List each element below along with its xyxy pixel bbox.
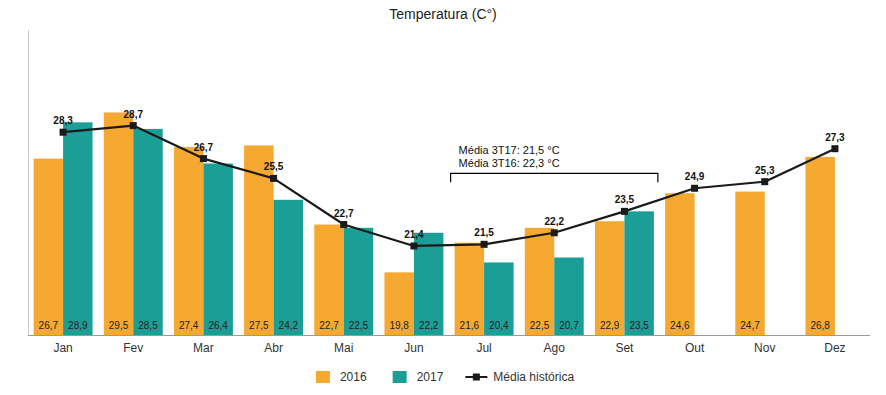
- bar: [314, 225, 343, 335]
- x-tick-label: Fev: [123, 341, 143, 355]
- marker: [270, 175, 277, 182]
- x-tick-label: Nov: [754, 341, 775, 355]
- bar-label: 20,7: [559, 320, 579, 331]
- line-label: 23,5: [615, 194, 635, 205]
- marker: [340, 221, 347, 228]
- marker: [481, 241, 488, 248]
- x-tick-label: Mar: [193, 341, 214, 355]
- bar: [104, 112, 133, 335]
- bar: [484, 262, 513, 335]
- line-label: 22,7: [334, 208, 354, 219]
- legend-label: 2017: [417, 370, 444, 384]
- bar: [384, 272, 413, 335]
- bar: [805, 157, 834, 335]
- x-tick-label: Mai: [334, 341, 353, 355]
- bar-label: 26,8: [810, 320, 830, 331]
- plot-area: [34, 112, 839, 335]
- marker: [551, 229, 558, 236]
- legend-swatch: [316, 371, 330, 383]
- bar-label: 26,7: [39, 320, 59, 331]
- line-label: 26,7: [194, 142, 214, 153]
- line-label: 28,7: [124, 109, 144, 120]
- legend-item: 2017: [393, 370, 444, 384]
- x-axis: [28, 335, 870, 336]
- bar-label: 22,7: [319, 320, 339, 331]
- bar-label: 28,9: [68, 320, 88, 331]
- bar: [174, 147, 203, 335]
- marker: [621, 208, 628, 215]
- bar-label: 22,5: [530, 320, 550, 331]
- bar-label: 27,5: [249, 320, 269, 331]
- bar: [34, 159, 63, 335]
- bar-label: 24,6: [670, 320, 690, 331]
- bar-label: 19,8: [389, 320, 409, 331]
- bar-label: 23,5: [629, 320, 649, 331]
- bar-label: 29,5: [109, 320, 129, 331]
- marker: [200, 155, 207, 162]
- bar: [735, 192, 764, 335]
- line-label: 21,4: [404, 229, 424, 240]
- x-tick-label: Abr: [264, 341, 283, 355]
- legend-item: Média histórica: [465, 370, 574, 384]
- line-label: 25,5: [264, 161, 284, 172]
- line-label: 28,3: [53, 115, 73, 126]
- bar: [665, 193, 694, 335]
- x-tick-label: Ago: [544, 341, 566, 355]
- line-label: 27,3: [825, 132, 845, 143]
- marker: [761, 178, 768, 185]
- bar: [525, 228, 554, 335]
- line-label: 25,3: [755, 165, 775, 176]
- bar-label: 22,2: [419, 320, 439, 331]
- legend-item: 2016: [316, 370, 367, 384]
- bar: [274, 200, 303, 335]
- marker: [691, 185, 698, 192]
- marker: [410, 242, 417, 249]
- annotation-line: Média 3T17: 21,5 °C: [459, 144, 560, 156]
- bar-label: 27,4: [179, 320, 199, 331]
- x-tick-label: Jul: [476, 341, 491, 355]
- x-tick-label: Dez: [824, 341, 845, 355]
- line: [63, 126, 835, 246]
- legend-label: 2016: [340, 370, 367, 384]
- line-label: 24,9: [685, 171, 705, 182]
- bar: [133, 129, 162, 335]
- bar: [624, 211, 653, 335]
- bar-label: 24,2: [279, 320, 299, 331]
- bar: [63, 122, 92, 335]
- legend-marker: [473, 374, 480, 381]
- line-label: 21,5: [474, 227, 494, 238]
- y-axis: [28, 30, 29, 335]
- x-tick-label: Jan: [53, 341, 72, 355]
- marker: [831, 145, 838, 152]
- bar-label: 24,7: [740, 320, 760, 331]
- bar-label: 21,6: [460, 320, 480, 331]
- bar: [344, 228, 373, 335]
- bar-label: 22,5: [349, 320, 369, 331]
- bar: [414, 233, 443, 335]
- x-tick-label: Set: [615, 341, 634, 355]
- legend-swatch: [393, 371, 407, 383]
- bar: [595, 221, 624, 335]
- bar: [203, 164, 232, 335]
- x-tick-label: Jun: [404, 341, 423, 355]
- bracket: [451, 173, 658, 182]
- bar: [554, 258, 583, 335]
- bar-label: 26,4: [208, 320, 228, 331]
- annotation-line: Média 3T16: 22,3 °C: [459, 157, 560, 169]
- bar: [455, 243, 484, 335]
- line-label: 22,2: [545, 216, 565, 227]
- legend-label: Média histórica: [493, 370, 574, 384]
- x-tick-label: Out: [685, 341, 705, 355]
- marker: [60, 129, 67, 136]
- marker: [130, 122, 137, 129]
- bar-label: 22,9: [600, 320, 620, 331]
- bar-label: 28,5: [138, 320, 158, 331]
- annotation: Média 3T17: 21,5 °CMédia 3T16: 22,3 °C: [459, 144, 560, 169]
- data-labels: 26,7 29,5 27,4 27,5 22,7 19,8 21,6 22,5 22,9 24,6…: [39, 109, 845, 331]
- chart: Temperatura (C°) 26,7 29,5 27,4 27,5 22,7 19,8…: [0, 0, 886, 395]
- legend: 2016 2017 Média histórica: [316, 370, 574, 384]
- bar-label: 20,4: [489, 320, 509, 331]
- title: Temperatura (C°): [389, 6, 497, 22]
